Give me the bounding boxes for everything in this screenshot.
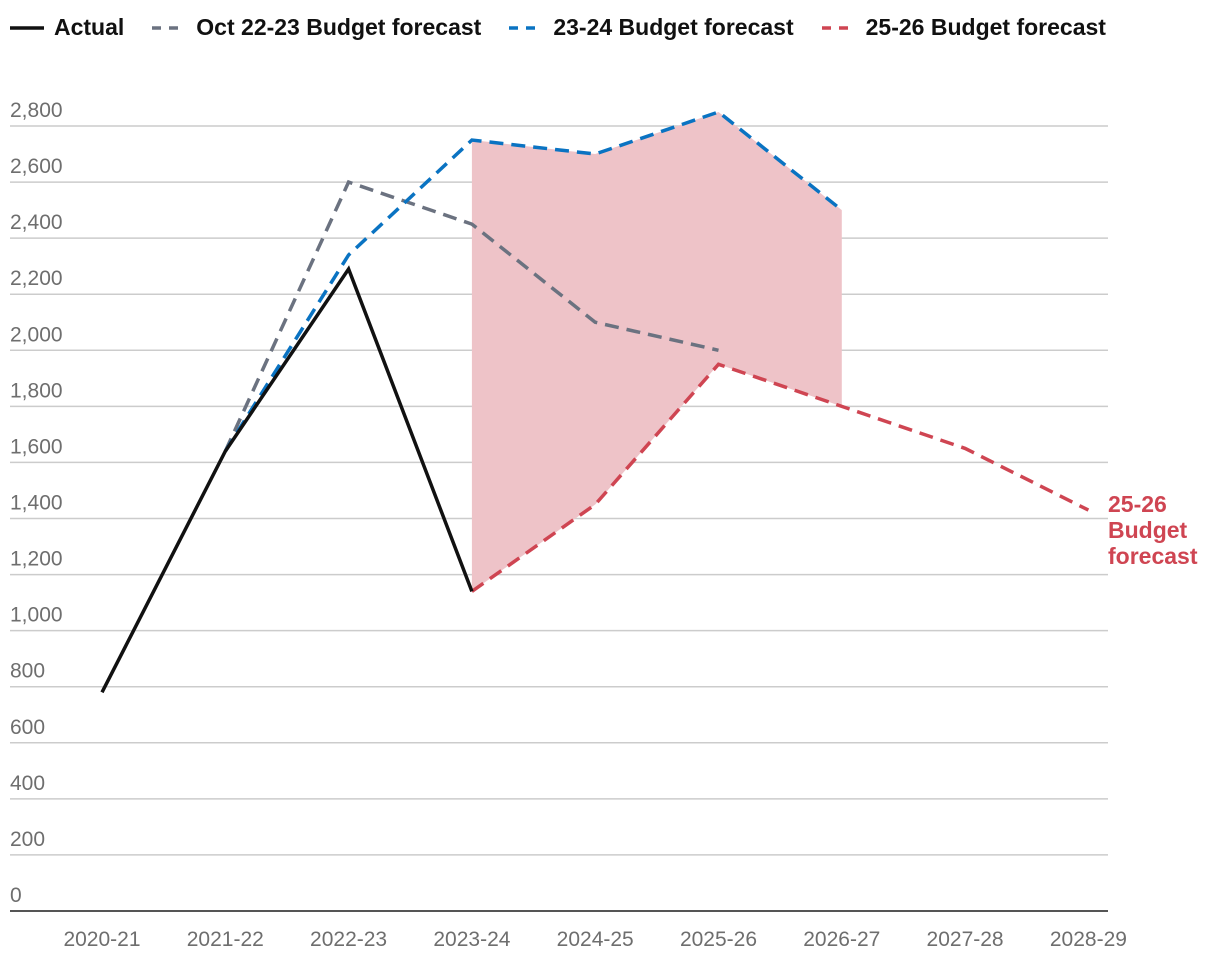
- y-tick-label: 2,000: [10, 323, 63, 346]
- y-tick-label: 1,800: [10, 379, 63, 402]
- y-tick-label: 2,200: [10, 267, 63, 290]
- x-tick-label: 2026-27: [803, 928, 880, 951]
- x-tick-label: 2025-26: [680, 928, 757, 951]
- x-tick-label: 2022-23: [310, 928, 387, 951]
- y-tick-label: 600: [10, 716, 45, 739]
- legend-label-25-26: 25-26 Budget forecast: [865, 14, 1106, 40]
- x-tick-label: 2028-29: [1050, 928, 1127, 951]
- x-tick-label: 2027-28: [927, 928, 1004, 951]
- series-annotation: 25-26 Budget forecast: [1108, 491, 1198, 569]
- y-tick-label: 1,400: [10, 492, 63, 515]
- y-tick-label: 200: [10, 828, 45, 851]
- legend-item-actual: Actual: [10, 14, 124, 41]
- annotation-line: forecast: [1108, 543, 1198, 569]
- legend-swatch-25-26: [821, 25, 856, 30]
- forecast-gap-band: [471, 111, 842, 592]
- y-axis: 0 200 400 600 800 1,000 1,200 1,400 1,600 1,800 2,…: [10, 99, 63, 907]
- y-tick-label: 400: [10, 772, 45, 795]
- legend-label-actual: Actual: [54, 14, 125, 40]
- series-oct-22-23-forecast: [223, 179, 719, 452]
- y-tick-label: 0: [10, 884, 22, 907]
- y-tick-label: 1,000: [10, 604, 63, 627]
- series-23-24-forecast: [223, 110, 843, 453]
- series-actual: [100, 265, 474, 694]
- y-tick-label: 1,200: [10, 548, 63, 571]
- legend-item-25-26: 25-26 Budget forecast: [821, 14, 1106, 41]
- y-tick-label: 1,600: [10, 435, 63, 458]
- y-tick-label: 2,800: [10, 99, 63, 122]
- y-tick-label: 800: [10, 660, 45, 683]
- legend-item-23-24: 23-24 Budget forecast: [509, 14, 794, 41]
- x-axis: 2020-21 2021-22 2022-23 2023-24 2024-25 2025-…: [63, 928, 1126, 951]
- series-25-26-forecast: [470, 362, 1090, 593]
- legend-swatch-oct-22-23: [152, 25, 187, 30]
- annotation-line: Budget: [1108, 517, 1188, 543]
- y-tick-label: 2,600: [10, 155, 63, 178]
- chart-legend: Actual Oct 22-23 Budget forecast 23-24 B…: [10, 14, 1134, 41]
- legend-swatch-actual: [10, 25, 44, 30]
- x-tick-label: 2020-21: [63, 928, 140, 951]
- x-tick-label: 2024-25: [557, 928, 634, 951]
- x-tick-label: 2023-24: [433, 928, 510, 951]
- legend-item-oct-22-23: Oct 22-23 Budget forecast: [152, 14, 481, 41]
- legend-swatch-23-24: [509, 25, 544, 30]
- legend-label-23-24: 23-24 Budget forecast: [553, 14, 794, 40]
- x-tick-label: 2021-22: [187, 928, 264, 951]
- legend-label-oct-22-23: Oct 22-23 Budget forecast: [196, 14, 482, 40]
- annotation-line: 25-26: [1108, 491, 1167, 517]
- y-tick-label: 2,400: [10, 211, 63, 234]
